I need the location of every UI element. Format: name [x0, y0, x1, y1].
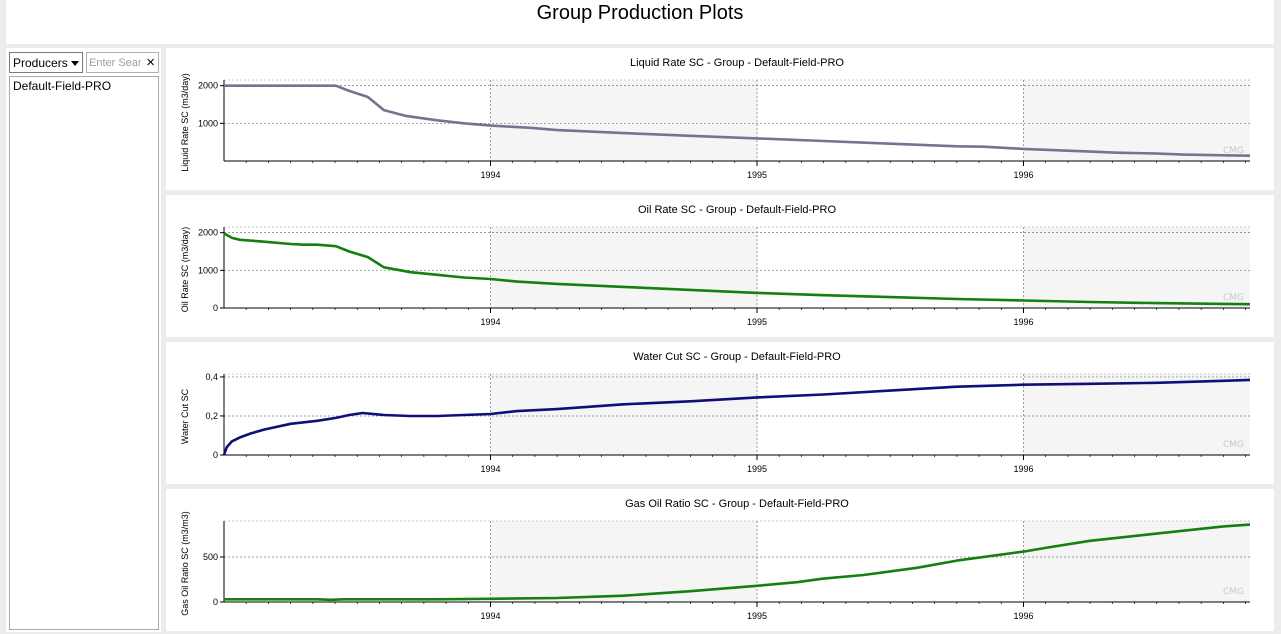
year-band — [1023, 80, 1250, 161]
cmg-watermark: CMG — [1223, 146, 1244, 156]
y-tick-label: 2000 — [198, 81, 218, 91]
producer-selector-value: Producers — [13, 56, 68, 70]
chart-water-cut[interactable]: 0 0,2 0,4 1994 1995 1996 Water Cut SC - Group … — [166, 342, 1274, 484]
cmg-watermark: CMG — [1223, 440, 1244, 450]
producer-selector[interactable]: Producers — [9, 52, 83, 73]
year-band — [1023, 374, 1250, 455]
series-line — [222, 378, 1251, 456]
chart-panel-gor: 0 500 1994 1995 1996 Gas Oil Ratio SC - Group… — [166, 489, 1274, 631]
left-panel: Producers × Default-Field-PRO — [6, 48, 161, 632]
x-tick-label: 1996 — [1013, 317, 1033, 327]
chart-panel-water: 0 0,2 0,4 1994 1995 1996 Water Cut SC - Group … — [166, 342, 1274, 484]
list-item[interactable]: Default-Field-PRO — [13, 79, 112, 93]
y-axis-label: Water Cut SC — [180, 388, 190, 444]
x-tick-label: 1995 — [747, 464, 767, 474]
chart-panel-liquid: 1000 2000 1994 1995 1996 Liquid Rate SC - Gro… — [166, 48, 1274, 190]
title-bar: Group Production Plots — [6, 0, 1274, 44]
series-line — [223, 232, 1251, 306]
search-box[interactable]: × — [86, 52, 159, 73]
year-band — [490, 374, 757, 455]
y-tick-label: 0 — [213, 450, 218, 460]
y-tick-label: 0,2 — [205, 411, 218, 421]
x-tick-label: 1996 — [1013, 464, 1033, 474]
chart-title: Water Cut SC - Group - Default-Field-PRO — [633, 351, 841, 363]
page-title: Group Production Plots — [536, 2, 744, 24]
y-tick-label: 0 — [213, 303, 218, 313]
series-line — [224, 84, 1251, 157]
x-tick-label: 1994 — [480, 317, 500, 327]
chart-oil-rate[interactable]: 0 1000 2000 1994 1995 1996 Oil Rate SC - Group… — [166, 195, 1274, 337]
x-tick-label: 1996 — [1013, 170, 1033, 180]
y-tick-label: 500 — [203, 552, 218, 562]
cmg-watermark: CMG — [1223, 587, 1244, 597]
y-axis-label: Gas Oil Ratio SC (m3/m3) — [180, 511, 190, 616]
chart-title: Gas Oil Ratio SC - Group - Default-Field… — [625, 498, 849, 510]
charts-area: 1000 2000 1994 1995 1996 Liquid Rate SC - Gro… — [166, 48, 1274, 634]
chart-title: Oil Rate SC - Group - Default-Field-PRO — [638, 204, 836, 216]
y-tick-label: 0 — [213, 597, 218, 607]
x-tick-label: 1994 — [480, 170, 500, 180]
y-axis-label: Liquid Rate SC (m3/day) — [180, 73, 190, 172]
chart-gas-oil-ratio[interactable]: 0 500 1994 1995 1996 Gas Oil Ratio SC - Group… — [166, 489, 1274, 631]
y-tick-label: 2000 — [198, 228, 218, 238]
x-tick-label: 1994 — [480, 464, 500, 474]
x-tick-label: 1995 — [747, 611, 767, 621]
close-icon[interactable]: × — [146, 54, 155, 71]
y-tick-label: 1000 — [198, 118, 218, 128]
year-band — [490, 227, 757, 308]
x-tick-label: 1995 — [747, 317, 767, 327]
y-axis-label: Oil Rate SC (m3/day) — [180, 227, 190, 313]
year-band — [1023, 521, 1250, 602]
search-input[interactable] — [89, 55, 141, 70]
cmg-watermark: CMG — [1223, 293, 1244, 303]
x-tick-label: 1996 — [1013, 611, 1033, 621]
group-list[interactable]: Default-Field-PRO — [9, 76, 159, 630]
x-tick-label: 1994 — [480, 611, 500, 621]
year-band — [490, 80, 757, 161]
year-band — [1023, 227, 1250, 308]
series-line — [224, 523, 1251, 602]
x-tick-label: 1995 — [747, 170, 767, 180]
chart-title: Liquid Rate SC - Group - Default-Field-P… — [630, 57, 844, 69]
chart-liquid-rate[interactable]: 1000 2000 1994 1995 1996 Liquid Rate SC - Gro… — [166, 48, 1274, 190]
chart-panel-oil: 0 1000 2000 1994 1995 1996 Oil Rate SC - Group… — [166, 195, 1274, 337]
chevron-down-icon[interactable] — [71, 61, 79, 66]
y-tick-label: 1000 — [198, 265, 218, 275]
y-tick-label: 0,4 — [205, 372, 218, 382]
